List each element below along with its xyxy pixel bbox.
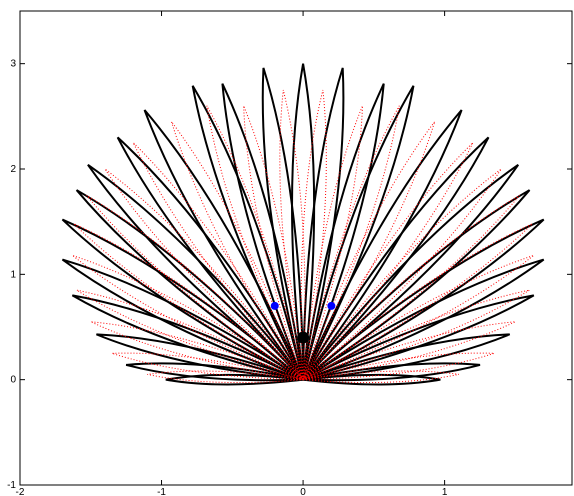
marker: [297, 332, 309, 344]
y-tick-label: 0: [10, 375, 16, 386]
marker: [271, 302, 279, 310]
x-tick-label: 0: [300, 487, 306, 496]
y-tick-label: 1: [10, 269, 16, 280]
x-tick-label: 1: [442, 487, 448, 496]
y-tick-label: 2: [10, 164, 16, 175]
x-tick-label: -2: [16, 487, 25, 496]
y-tick-label: 3: [10, 59, 16, 70]
x-tick-label: -1: [157, 487, 166, 496]
chart: -10123-2-101: [0, 0, 574, 496]
marker: [327, 302, 335, 310]
